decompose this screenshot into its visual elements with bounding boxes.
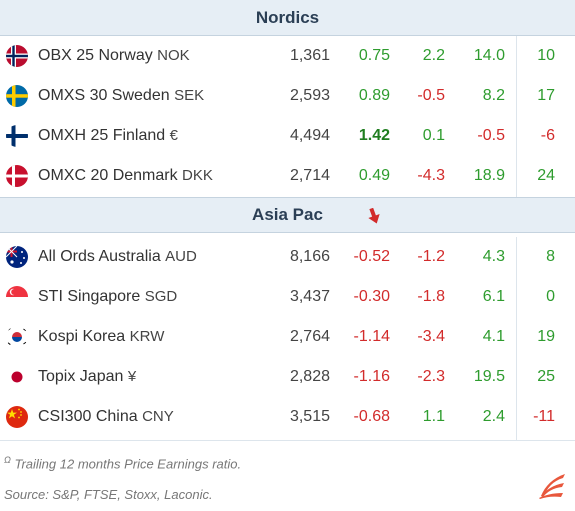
index-name: All Ords Australia AUD (38, 248, 197, 265)
daily-change-value: -1.14 (353, 328, 390, 345)
table-row: OMXH 25 Finland € 4,494 1.42 0.1 -0.5 -6 (0, 116, 575, 156)
finland-flag (6, 125, 28, 147)
section-title: Nordics (255, 7, 320, 27)
pe-ratio-value: 24 (537, 167, 555, 184)
ytd-change-value: 14.0 (473, 47, 505, 64)
index-name: OMXS 30 Sweden SEK (38, 87, 205, 104)
section-header-nordics: Nordics (0, 0, 575, 36)
currency-label: AUD (165, 248, 197, 265)
price-value: 3,437 (289, 288, 330, 305)
period-change-value: -1.8 (417, 288, 445, 305)
period-change-value: -4.3 (417, 167, 445, 184)
period-change-value: -3.4 (417, 328, 445, 345)
pe-ratio-value: 19 (537, 328, 555, 345)
currency-label: KRW (129, 328, 165, 345)
footnote: Ω Trailing 12 months Price Earnings rati… (4, 455, 242, 472)
index-name: STI Singapore SGD (38, 288, 178, 305)
period-change-value: -0.5 (417, 87, 445, 104)
currency-label: DKK (182, 167, 213, 184)
table-row: OMXC 20 Denmark DKK 2,714 0.49 -4.3 18.9 24 (0, 156, 575, 196)
price-value: 2,828 (289, 368, 330, 385)
table-row: OBX 25 Norway NOK 1,361 0.75 2.2 14.0 10 (0, 36, 575, 76)
price-value: 4,494 (289, 127, 330, 144)
ytd-change-value: 4.1 (482, 328, 505, 345)
price-value: 2,764 (289, 328, 330, 345)
currency-label: CNY (142, 408, 174, 425)
japan-flag (6, 366, 28, 388)
ytd-change-value: 2.4 (482, 408, 505, 425)
ytd-change-value: 8.2 (482, 87, 505, 104)
ytd-change-value: 18.9 (473, 167, 505, 184)
index-name: CSI300 China CNY (38, 408, 174, 425)
footnote-marker: Ω (4, 455, 11, 465)
ytd-change-value: 19.5 (473, 368, 505, 385)
table-row: STI Singapore SGD 3,437 -0.30 -1.8 6.1 0 (0, 277, 575, 317)
pe-ratio-value: 25 (537, 368, 555, 385)
denmark-flag (6, 165, 28, 187)
table-row: OMXS 30 Sweden SEK 2,593 0.89 -0.5 8.2 17 (0, 76, 575, 116)
ytd-change-value: -0.5 (477, 127, 505, 144)
laconic-logo-icon (539, 474, 565, 499)
index-name: Topix Japan ¥ (38, 368, 137, 385)
price-value: 8,166 (289, 248, 330, 265)
pe-ratio-value: 8 (546, 248, 555, 265)
price-value: 1,361 (289, 47, 330, 64)
pe-ratio-value: 17 (537, 87, 555, 104)
sweden-flag (6, 85, 28, 107)
table-row: CSI300 China CNY 3,515 -0.68 1.1 2.4 -11 (0, 397, 575, 437)
period-change-value: 0.1 (422, 127, 445, 144)
price-value: 2,593 (289, 87, 330, 104)
index-name: OMXH 25 Finland € (38, 127, 178, 144)
ytd-change-value: 6.1 (482, 288, 505, 305)
daily-change-value: 1.42 (358, 127, 390, 144)
index-name: OMXC 20 Denmark DKK (38, 167, 213, 184)
pe-ratio-value: 10 (537, 47, 555, 64)
period-change-value: -2.3 (417, 368, 445, 385)
currency-label: NOK (157, 47, 190, 64)
daily-change-value: 0.89 (358, 87, 390, 104)
price-value: 3,515 (289, 408, 330, 425)
price-value: 2,714 (289, 167, 330, 184)
daily-change-value: -1.16 (353, 368, 390, 385)
currency-label: SEK (174, 87, 205, 104)
ytd-change-value: 4.3 (482, 248, 505, 265)
column-divider (516, 237, 517, 440)
pe-ratio-value: -11 (533, 408, 555, 425)
divider (0, 440, 575, 441)
pe-ratio-value: -6 (540, 127, 555, 144)
australia-flag (6, 246, 28, 268)
currency-label: ¥ (127, 368, 137, 385)
daily-change-value: 0.49 (358, 167, 390, 184)
index-name: Kospi Korea KRW (38, 328, 165, 345)
currency-label: € (169, 127, 178, 144)
arrow-down-icon (368, 208, 380, 224)
table-row: All Ords Australia AUD 8,166 -0.52 -1.2 4.3 8 (0, 237, 575, 277)
source-note: Source: S&P, FTSE, Stoxx, Laconic. (4, 487, 213, 502)
daily-change-value: -0.30 (353, 288, 390, 305)
daily-change-value: -0.52 (353, 248, 390, 265)
norway-flag (6, 45, 28, 67)
china-flag (6, 406, 28, 428)
singapore-flag (6, 286, 28, 308)
pe-ratio-value: 0 (546, 288, 555, 305)
korea-flag (6, 326, 28, 348)
table-row: Topix Japan ¥ 2,828 -1.16 -2.3 19.5 25 (0, 357, 575, 397)
table-row: Kospi Korea KRW 2,764 -1.14 -3.4 4.1 19 (0, 317, 575, 357)
section-title: Asia Pac (252, 205, 323, 224)
currency-label: SGD (144, 288, 178, 305)
daily-change-value: 0.75 (358, 47, 390, 64)
column-divider (516, 36, 517, 197)
period-change-value: 2.2 (422, 47, 445, 64)
daily-change-value: -0.68 (353, 408, 390, 425)
period-change-value: -1.2 (417, 248, 445, 265)
index-name: OBX 25 Norway NOK (38, 47, 190, 64)
section-header-asia-pac: Asia Pac (0, 197, 575, 233)
period-change-value: 1.1 (422, 408, 445, 425)
